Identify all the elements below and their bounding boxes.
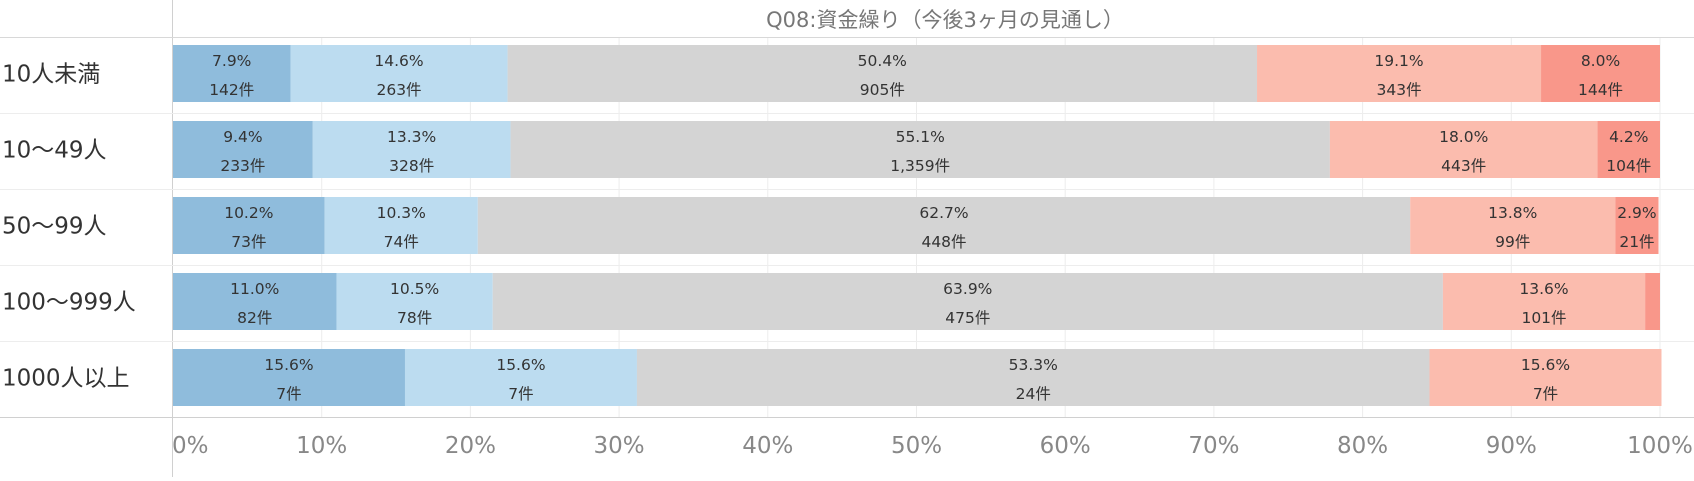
data-label-count: 328件 [389,157,434,175]
data-label-count: 448件 [921,233,966,251]
category-label: 1000人以上 [2,366,130,392]
bar-segment [1429,349,1662,406]
bar-row: 10.2% 73件 10.3% 74件 62.7% 448件 13.8% 99件 2.9% 21件 [173,197,1659,254]
bar-segment [477,197,1411,254]
x-tick-label: 40% [742,433,793,459]
data-label-count: 144件 [1578,81,1623,99]
x-axis-ticks: 0% 10% 20% 30% 40% 50% 60% 70% 80% 90% 100% [172,433,1693,459]
data-label-count: 905件 [860,81,905,99]
data-label-percent: 14.6% [374,52,423,70]
data-label-percent: 10.2% [224,204,273,222]
x-tick-label: 30% [594,433,645,459]
data-label-percent: 15.6% [264,356,313,374]
x-tick-label: 60% [1040,433,1091,459]
bar-row: 7.9% 142件 14.6% 263件 50.4% 905件 19.1% 343件 8.0% 1… [173,45,1660,102]
data-label-percent: 50.4% [858,52,907,70]
category-label: 50～99人 [2,214,107,240]
bar-segment [1541,45,1660,102]
bar-segment [510,121,1330,178]
data-label-percent: 10.3% [377,204,426,222]
data-label-count: 99件 [1495,233,1530,251]
data-label-percent: 7.9% [212,52,251,70]
bar-segment [492,273,1443,330]
bar-segment [290,45,508,102]
bar-segment [336,273,493,330]
data-label-count: 443件 [1441,157,1486,175]
data-label-count: 74件 [384,233,419,251]
bar-segment [1615,197,1659,254]
bar-segment [173,121,313,178]
data-label-percent: 19.1% [1374,52,1423,70]
data-label-percent: 8.0% [1581,52,1620,70]
category-label: 100～999人 [2,290,136,316]
data-label-percent: 13.3% [387,128,436,146]
data-label-count: 343件 [1376,81,1421,99]
bar-segment [1410,197,1616,254]
bar-row: 15.6% 7件 15.6% 7件 53.3% 24件 15.6% 7件 [173,349,1662,406]
data-label-count: 101件 [1521,309,1566,327]
bar-segment [1597,121,1660,178]
data-label-count: 233件 [220,157,265,175]
data-label-count: 104件 [1606,157,1651,175]
bar-segment [173,273,337,330]
bar-segment [636,349,1430,406]
x-tick-label: 90% [1486,433,1537,459]
bar-segment [404,349,637,406]
data-label-percent: 10.5% [390,280,439,298]
bar-segment [1257,45,1542,102]
bar-segment [1442,273,1646,330]
data-label-percent: 18.0% [1439,128,1488,146]
data-label-count: 475件 [945,309,990,327]
data-label-count: 7件 [508,385,533,403]
data-label-count: 7件 [276,385,301,403]
x-tick-label: 0% [172,433,209,459]
row-labels: 10人未満 10～49人 50～99人 100～999人 1000人以上 [2,62,136,392]
x-tick-label: 20% [445,433,496,459]
data-label-percent: 13.8% [1488,204,1537,222]
bar-segment [1329,121,1598,178]
bar-row: 9.4% 233件 13.3% 328件 55.1% 1,359件 18.0% 443件 4.2… [173,121,1660,178]
data-label-percent: 15.6% [1521,356,1570,374]
data-label-count: 7件 [1533,385,1558,403]
category-label: 10～49人 [2,138,107,164]
category-label: 10人未満 [2,62,100,88]
data-label-count: 21件 [1619,233,1654,251]
x-tick-label: 10% [296,433,347,459]
data-label-percent: 62.7% [919,204,968,222]
data-label-percent: 15.6% [496,356,545,374]
bar-segment [324,197,478,254]
bar-segment [173,349,405,406]
data-label-count: 142件 [209,81,254,99]
data-label-count: 73件 [231,233,266,251]
data-label-count: 1,359件 [890,157,950,175]
bars: 7.9% 142件 14.6% 263件 50.4% 905件 19.1% 343件 8.0% 1… [173,45,1662,406]
data-label-count: 263件 [376,81,421,99]
data-label-percent: 4.2% [1609,128,1648,146]
data-label-percent: 55.1% [896,128,945,146]
data-label-percent: 63.9% [943,280,992,298]
bar-segment [312,121,511,178]
x-tick-label: 50% [891,433,942,459]
bar-segment [173,45,291,102]
data-label-percent: 13.6% [1519,280,1568,298]
x-tick-label: 70% [1188,433,1239,459]
x-tick-label: 100% [1627,433,1693,459]
data-label-percent: 2.9% [1617,204,1656,222]
data-label-percent: 9.4% [223,128,262,146]
data-label-percent: 53.3% [1009,356,1058,374]
bar-row: 11.0% 82件 10.5% 78件 63.9% 475件 13.6% 101件 [173,273,1660,330]
bar-segment [173,197,325,254]
data-label-count: 78件 [397,309,432,327]
data-label-count: 24件 [1016,385,1051,403]
bar-segment [507,45,1258,102]
bar-segment [1645,273,1660,330]
data-label-percent: 11.0% [230,280,279,298]
chart-title: Q08:資金繰り（今後3ヶ月の見通し） [766,8,1124,32]
x-tick-label: 80% [1337,433,1388,459]
data-label-count: 82件 [237,309,272,327]
